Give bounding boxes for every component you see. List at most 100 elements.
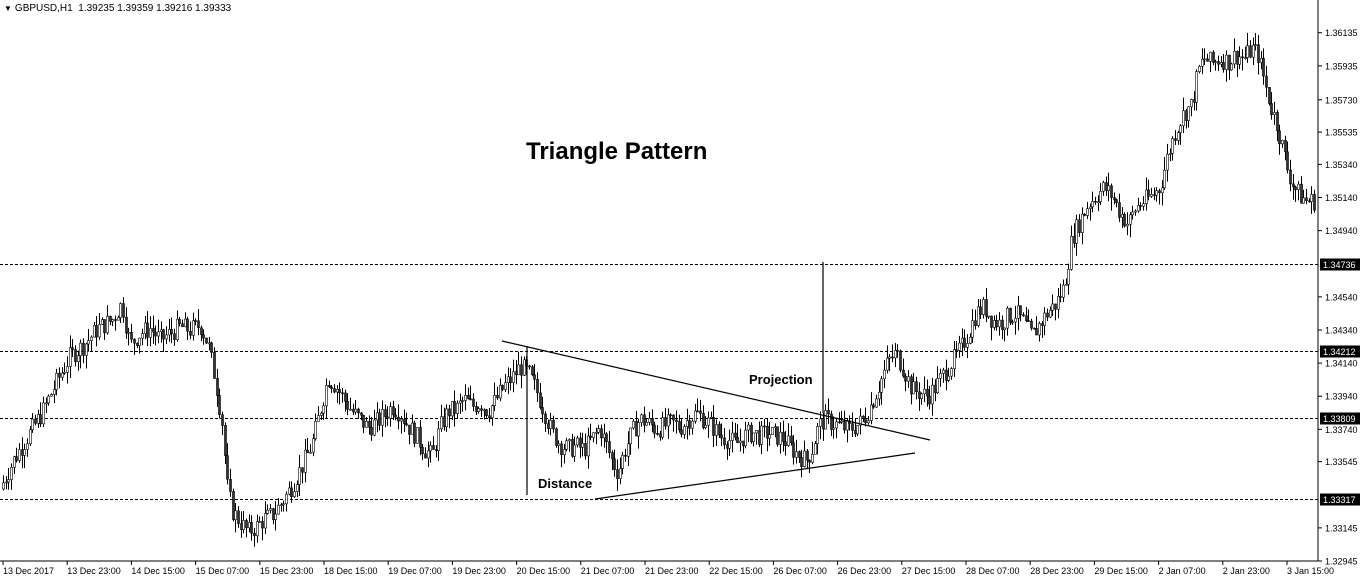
- candle-bear: [643, 414, 646, 426]
- candle-bear: [360, 412, 363, 416]
- candle-bear: [152, 328, 155, 333]
- candle-bear: [872, 404, 875, 408]
- candle-bull: [293, 491, 296, 497]
- candle-bull: [1099, 190, 1102, 203]
- candle-bear: [672, 414, 675, 421]
- candle-bear: [186, 318, 189, 332]
- candle-bull: [280, 504, 283, 507]
- candle-bear: [378, 412, 381, 426]
- x-tick-label: 28 Dec 07:00: [966, 566, 1020, 576]
- candle-bull: [1302, 197, 1305, 204]
- candle-bull: [1081, 213, 1084, 233]
- candle-bull: [317, 415, 320, 422]
- candle-bear: [1265, 75, 1268, 88]
- candle-bear: [560, 443, 563, 456]
- candle-bull: [1121, 214, 1124, 218]
- candle-bull: [1131, 211, 1134, 216]
- lower-trendline[interactable]: [594, 452, 916, 500]
- y-tick-label: 1.35340: [1325, 160, 1358, 170]
- candle-bull: [870, 404, 873, 421]
- candle-bear: [261, 521, 264, 529]
- candle-bear: [333, 388, 336, 393]
- triangle-drawings: [501, 262, 931, 500]
- candle-bear: [197, 320, 200, 329]
- candle-bear: [210, 342, 213, 353]
- candle-bear: [232, 491, 235, 520]
- upper-trendline[interactable]: [501, 340, 931, 441]
- candle-bear: [541, 407, 544, 415]
- candle-bull: [1246, 45, 1249, 58]
- candle-bull: [707, 417, 710, 426]
- candle-bear: [830, 413, 833, 430]
- candle-bull: [939, 373, 942, 379]
- candle-bear: [843, 420, 846, 431]
- candle-bear: [224, 425, 227, 457]
- candle-bull: [1310, 194, 1313, 203]
- candle-bull: [1171, 138, 1174, 154]
- candle-bull: [456, 402, 459, 414]
- candle-bull: [597, 428, 600, 433]
- candle-bull: [832, 427, 835, 430]
- candle-bear: [928, 395, 931, 405]
- candle-bear: [178, 318, 181, 324]
- candle-bull: [192, 320, 195, 336]
- candle-bull: [248, 522, 251, 529]
- candle-bull: [1089, 206, 1092, 209]
- candle-bull: [1209, 51, 1212, 62]
- candle-bull: [106, 316, 109, 334]
- candle-bull: [504, 382, 507, 390]
- dropdown-arrow-icon[interactable]: ▼: [4, 4, 12, 13]
- candle-bear: [218, 395, 221, 415]
- candle-bear: [221, 414, 224, 426]
- candle-bull: [814, 443, 817, 455]
- candle-bull: [966, 343, 969, 348]
- candle-bear: [800, 457, 803, 467]
- candle-bear: [669, 414, 672, 417]
- candle-bear: [181, 323, 184, 328]
- candle-bear: [1158, 190, 1161, 194]
- candle-bull: [55, 372, 58, 390]
- axes: [0, 0, 1319, 562]
- y-tick-label: 1.34940: [1325, 226, 1358, 236]
- candle-bull: [79, 342, 82, 357]
- candle-bull: [61, 372, 64, 378]
- candle-bear: [608, 441, 611, 453]
- candle-bull: [266, 509, 269, 514]
- candle-bear: [146, 322, 149, 338]
- candle-bull: [1179, 125, 1182, 133]
- candle-bear: [1222, 62, 1225, 70]
- candle-bull: [1163, 169, 1166, 189]
- candle-bull: [629, 427, 632, 445]
- candle-bull: [69, 347, 72, 367]
- candle-bear: [34, 418, 37, 424]
- candle-bear: [1094, 200, 1097, 203]
- candle-bull: [1137, 205, 1140, 212]
- candle-bull: [93, 325, 96, 338]
- x-tick-label: 13 Dec 2017: [3, 566, 54, 576]
- candle-bear: [82, 342, 85, 356]
- candle-bear: [680, 429, 683, 435]
- candle-bull: [998, 319, 1001, 328]
- y-tick-label: 1.33940: [1325, 392, 1358, 402]
- candle-bull: [1166, 153, 1169, 171]
- candle-bull: [768, 434, 771, 439]
- candle-bull: [752, 432, 755, 443]
- candle-bull: [883, 369, 886, 380]
- candle-bear: [808, 459, 811, 463]
- candle-bull: [493, 394, 496, 406]
- candle-bear: [58, 372, 61, 378]
- candle-bull: [47, 395, 50, 404]
- candle-bull: [1126, 223, 1129, 227]
- candle-bull: [1233, 51, 1236, 65]
- candle-bear: [784, 441, 787, 446]
- candle-bear: [1241, 56, 1244, 59]
- candle-bear: [338, 388, 341, 394]
- candle-bull: [1225, 54, 1228, 70]
- candle-bear: [448, 408, 451, 417]
- candle-bull: [691, 420, 694, 429]
- candle-bear: [39, 414, 42, 425]
- candle-bear: [290, 487, 293, 497]
- candle-bear: [985, 299, 988, 317]
- candle-bull: [1043, 312, 1046, 326]
